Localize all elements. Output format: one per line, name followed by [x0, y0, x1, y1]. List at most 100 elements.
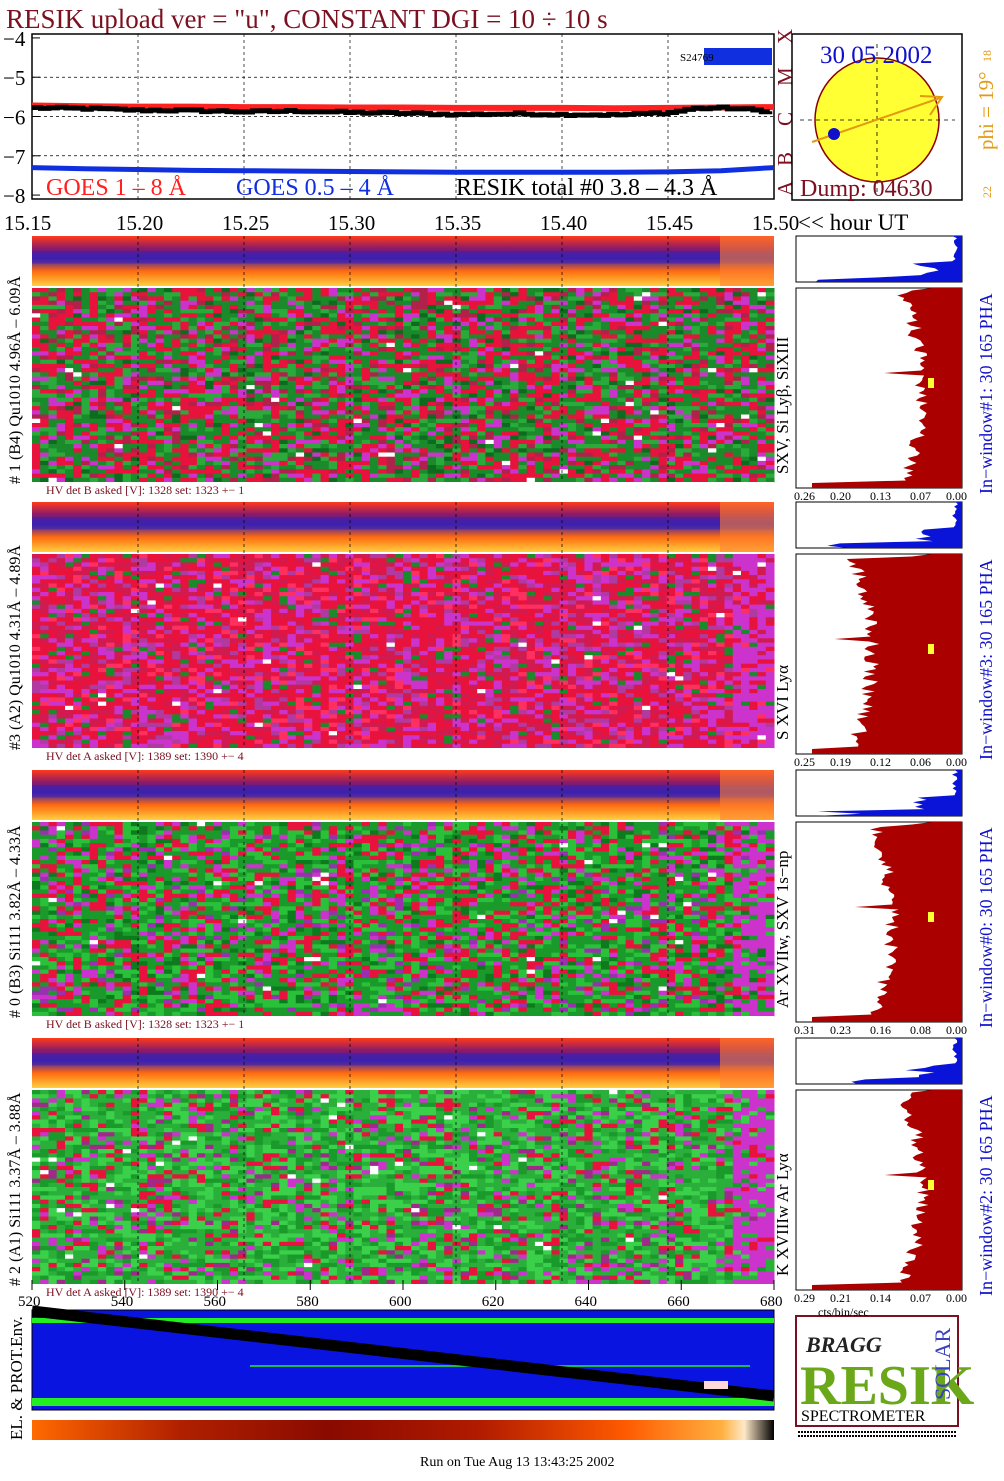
heatmap-cell: [518, 393, 527, 398]
heatmap-cell: [329, 398, 338, 403]
heatmap-cell: [428, 334, 437, 339]
heatmap-cell: [180, 419, 189, 424]
heatmap-cell: [370, 326, 379, 331]
heatmap-cell: [98, 651, 107, 656]
heatmap-cell: [139, 651, 148, 656]
heatmap-cell: [749, 360, 758, 365]
heatmap-cell: [123, 719, 132, 724]
heatmap-cell: [40, 436, 49, 441]
heatmap-cell: [708, 330, 717, 335]
heatmap-cell: [584, 402, 593, 407]
heatmap-cell: [362, 322, 371, 327]
heatmap-cell: [477, 330, 486, 335]
heatmap-cell: [197, 360, 206, 365]
heatmap-cell: [741, 474, 750, 479]
heatmap-cell: [205, 301, 214, 306]
heatmap-cell: [403, 364, 412, 369]
heatmap-cell: [716, 301, 725, 306]
heatmap-cell: [609, 288, 618, 293]
heatmap-cell: [98, 343, 107, 348]
heatmap-cell: [659, 381, 668, 386]
heatmap-cell: [692, 389, 701, 394]
heatmap-cell: [510, 309, 519, 314]
heatmap-cell: [675, 410, 684, 415]
heatmap-cell: [238, 415, 247, 420]
heatmap-cell: [147, 322, 156, 327]
heatmap-cell: [271, 465, 280, 470]
heatmap-cell: [444, 478, 453, 483]
heatmap-cell: [40, 592, 49, 597]
heatmap-cell: [238, 465, 247, 470]
heatmap-cell: [57, 469, 66, 474]
heatmap-cell: [139, 731, 148, 736]
heatmap-cell: [502, 406, 511, 411]
heatmap-cell: [98, 431, 107, 436]
heatmap-cell: [650, 360, 659, 365]
heatmap-cell: [213, 478, 222, 483]
heatmap-cell: [180, 356, 189, 361]
heatmap-cell: [106, 381, 115, 386]
heatmap-cell: [57, 402, 66, 407]
heatmap-cell: [428, 448, 437, 453]
heatmap-cell: [535, 440, 544, 445]
heatmap-cell: [82, 419, 91, 424]
heatmap-cell: [246, 372, 255, 377]
lc-ytick-label: −4: [3, 27, 26, 51]
heatmap-cell: [700, 393, 709, 398]
heatmap-cell: [147, 714, 156, 719]
heatmap-cell: [263, 364, 272, 369]
heatmap-cell: [114, 740, 123, 745]
heatmap-cell: [222, 398, 231, 403]
heatmap-cell: [568, 469, 577, 474]
heatmap-cell: [551, 398, 560, 403]
heatmap-cell: [222, 436, 231, 441]
heatmap-cell: [370, 393, 379, 398]
heatmap-cell: [527, 419, 536, 424]
heatmap-cell: [114, 393, 123, 398]
heatmap-cell: [147, 744, 156, 749]
heatmap-cell: [593, 296, 602, 301]
heatmap-cell: [659, 436, 668, 441]
heatmap-cell: [692, 313, 701, 318]
heatmap-cell: [453, 356, 462, 361]
heatmap-cell: [205, 427, 214, 432]
heatmap-cell: [494, 381, 503, 386]
heatmap-cell: [65, 588, 74, 593]
heatmap-cell: [700, 423, 709, 428]
heatmap-cell: [461, 461, 470, 466]
heatmap-cell: [172, 469, 181, 474]
heatmap-cell: [502, 415, 511, 420]
heatmap-cell: [296, 347, 305, 352]
heatmap-cell: [147, 415, 156, 420]
heatmap-cell: [659, 301, 668, 306]
heatmap-cell: [758, 474, 767, 479]
heatmap-cell: [502, 410, 511, 415]
heatmap-cell: [749, 385, 758, 390]
heatmap-cell: [568, 453, 577, 458]
heatmap-cell: [98, 622, 107, 627]
heatmap-cell: [98, 693, 107, 698]
heatmap-cell: [65, 685, 74, 690]
heatmap-cell: [312, 360, 321, 365]
heatmap-cell: [494, 453, 503, 458]
heatmap-cell: [147, 575, 156, 580]
heatmap-cell: [642, 469, 651, 474]
heatmap-cell: [98, 609, 107, 614]
heatmap-cell: [288, 427, 297, 432]
heatmap-cell: [700, 292, 709, 297]
panel-lines-label: SXV, Si Lyβ, SiXIII: [773, 336, 792, 474]
heatmap-cell: [510, 410, 519, 415]
heatmap-cell: [510, 288, 519, 293]
heatmap-cell: [263, 457, 272, 462]
heatmap-cell: [518, 318, 527, 323]
heatmap-cell: [321, 360, 330, 365]
heatmap-cell: [90, 600, 99, 605]
heatmap-cell: [560, 356, 569, 361]
heatmap-cell: [40, 318, 49, 323]
heatmap-cell: [304, 444, 313, 449]
heatmap-cell: [568, 385, 577, 390]
heatmap-cell: [700, 406, 709, 411]
heatmap-cell: [527, 339, 536, 344]
heatmap-cell: [758, 406, 767, 411]
heatmap-cell: [494, 356, 503, 361]
